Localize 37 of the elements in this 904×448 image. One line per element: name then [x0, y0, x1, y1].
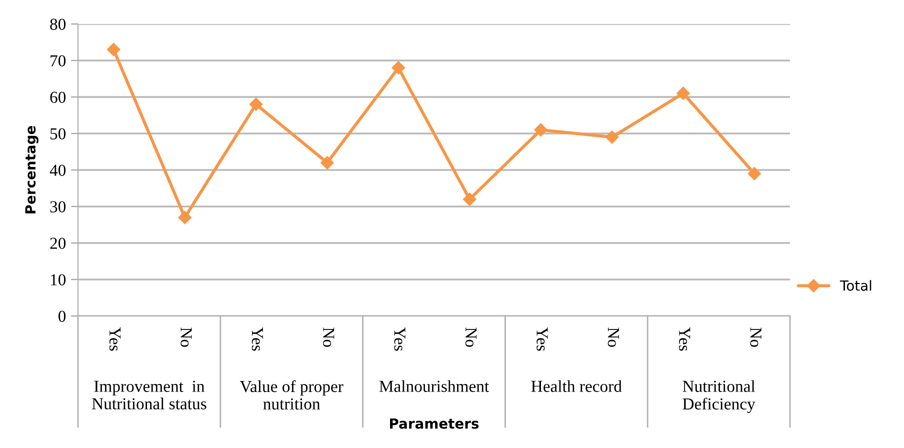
legend-label: Total [840, 280, 872, 291]
y-axis-title: Percentage [25, 126, 38, 214]
text: Improvement in Nutritional status [92, 380, 206, 410]
text: Value of proper nutrition [240, 380, 344, 410]
x-tick-label: No [465, 328, 477, 347]
point [748, 167, 761, 180]
point [605, 130, 619, 144]
point [463, 192, 476, 206]
x-tick-label: Yes [679, 327, 690, 351]
x-tick-label: No [323, 328, 334, 347]
point [107, 42, 120, 56]
x-axis-title: Parameters [390, 418, 479, 429]
y-tick-label: 20 [50, 238, 66, 249]
y-tick-label: 50 [50, 128, 66, 140]
point [249, 98, 263, 111]
text: Malnourishment [379, 380, 489, 392]
point [676, 86, 690, 100]
text: Nutritional Deficiency [682, 380, 756, 414]
point [392, 61, 405, 74]
text: Health record [531, 380, 622, 392]
point [534, 123, 548, 136]
y-tick-label: 70 [50, 55, 66, 66]
x-tick-label: Yes [536, 327, 548, 351]
x-tick-label: No [750, 328, 762, 347]
x-tick-label: Yes [394, 327, 406, 351]
y-tick-label: 30 [50, 201, 66, 212]
x-tick-label: No [180, 328, 192, 347]
y-tick-label: 80 [50, 18, 66, 30]
x-tick-label: Yes [109, 327, 121, 351]
x-tick-label: Yes [252, 327, 263, 351]
y-tick-label: 10 [50, 274, 66, 286]
point [178, 210, 192, 224]
x-tick-label: No [608, 328, 619, 347]
y-tick-label: 0 [58, 310, 66, 322]
y-tick-label: 60 [50, 92, 66, 103]
point [320, 156, 334, 170]
y-tick-label: 40 [50, 164, 66, 176]
